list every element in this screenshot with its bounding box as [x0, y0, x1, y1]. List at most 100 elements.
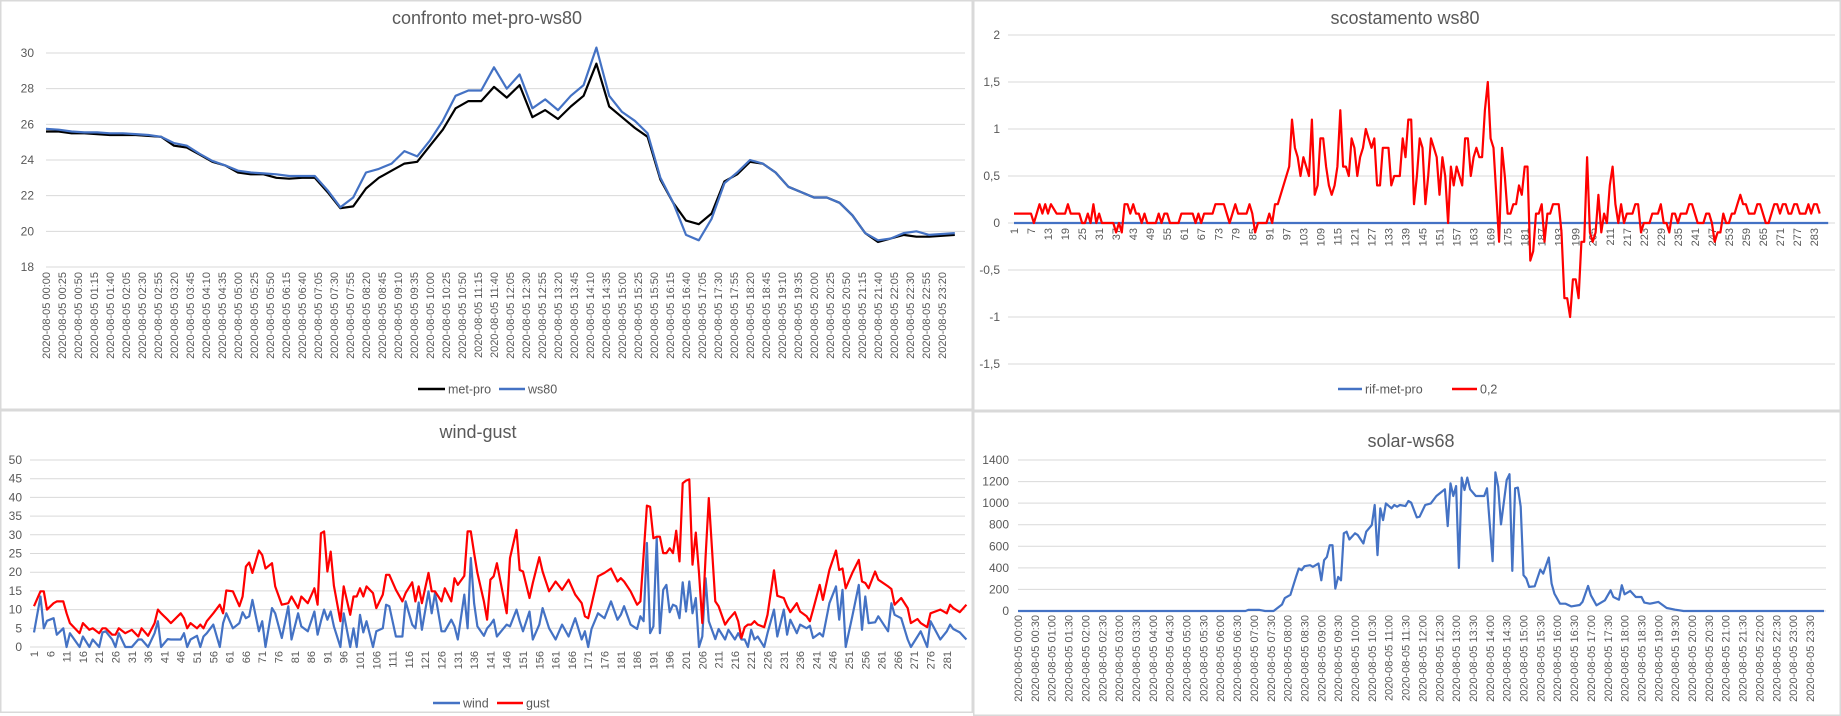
- x-tick-label: 79: [1230, 228, 1242, 240]
- x-tick-label: 211: [714, 651, 726, 669]
- x-tick-label: 111: [388, 651, 400, 668]
- x-tick-label: 2020-08-05 20:00: [809, 272, 821, 359]
- x-tick-label: 67: [1196, 228, 1208, 240]
- series-line-0-2[interactable]: [1014, 80, 1821, 319]
- x-tick-label: 2020-08-05 20:50: [841, 272, 853, 359]
- x-tick-label: 2020-08-05 15:25: [633, 272, 645, 359]
- x-tick-label: 2020-08-05 05:00: [233, 272, 245, 359]
- chart-solar: 1400 1200 1000 800 600 400 200 0 2020-08-05 00:0…: [982, 453, 1826, 702]
- x-tick-label: 2020-08-05 22:30: [905, 272, 917, 359]
- series-line-wind[interactable]: [32, 537, 968, 649]
- chart-title: wind-gust: [438, 422, 516, 442]
- x-tick-label: 37: [1111, 228, 1123, 240]
- x-tick-label: 2020-08-05 05:50: [265, 272, 277, 359]
- x-tick-label: 2020-08-05 07:00: [1249, 615, 1261, 702]
- x-tick-label: 2020-08-05 09:10: [393, 272, 405, 359]
- x-tick-label: 251: [844, 651, 856, 669]
- x-tick-label: 2020-08-05 20:00: [1687, 615, 1699, 702]
- x-tick-label: 181: [616, 651, 628, 669]
- y-tick-label: -1: [989, 310, 1000, 324]
- x-tick-label: 2020-08-05 15:00: [617, 272, 629, 359]
- x-tick-label: 2020-08-05 08:20: [361, 272, 373, 359]
- y-tick-label: 0: [993, 216, 1000, 230]
- x-tick-label: 141: [485, 651, 497, 669]
- x-tick-label: 2020-08-05 16:30: [1569, 615, 1581, 702]
- x-tick-label: 133: [1383, 228, 1395, 246]
- x-tick-label: 41: [159, 651, 171, 663]
- x-tick-label: 115: [1332, 228, 1344, 246]
- x-tick-label: 2020-08-05 09:30: [1333, 615, 1345, 702]
- y-tick-label: 24: [21, 153, 35, 167]
- x-tick-label: 191: [648, 651, 660, 669]
- x-tick-label: 2020-08-05 23:30: [1805, 615, 1817, 702]
- x-tick-label: 136: [469, 651, 481, 669]
- y-tick-label: 5: [15, 621, 22, 635]
- chart-panel-solar[interactable]: [973, 411, 1841, 716]
- legend-wind-gust: wind gust: [433, 697, 550, 711]
- x-tick-label: 2020-08-05 09:00: [1316, 615, 1328, 702]
- x-tick-label: 161: [551, 651, 563, 669]
- x-tick-label: 196: [665, 651, 677, 669]
- chart-panel-wind-gust[interactable]: [0, 410, 973, 713]
- x-tick-label: 2020-08-05 02:05: [121, 272, 133, 359]
- x-tick-label: 2020-08-05 22:00: [1754, 615, 1766, 702]
- x-tick-label: 2020-08-05 17:30: [713, 272, 725, 359]
- chart-panel-scostamento[interactable]: [973, 0, 1841, 411]
- x-tick-label: 145: [1418, 228, 1430, 246]
- x-tick-label: 265: [1758, 228, 1770, 246]
- y-tick-label: 30: [21, 46, 35, 60]
- x-tick-label: 1: [1009, 228, 1021, 234]
- x-tick-label: 236: [795, 651, 807, 669]
- legend-label: gust: [526, 697, 550, 711]
- x-tick-label: 2020-08-05 14:00: [1485, 615, 1497, 702]
- x-tick-label: 169: [1486, 228, 1498, 246]
- y-tick-label: 26: [21, 117, 35, 131]
- x-tick-label: 43: [1128, 228, 1140, 240]
- x-tick-label: 2020-08-05 23:20: [937, 272, 949, 359]
- y-tick-label: 45: [9, 472, 23, 486]
- x-tick-label: 91: [1264, 228, 1276, 240]
- x-tick-label: 2020-08-05 18:45: [761, 272, 773, 359]
- x-tick-label: 226: [763, 651, 775, 669]
- x-tick-label: 235: [1673, 228, 1685, 246]
- x-tick-label: 2020-08-05 12:30: [1434, 615, 1446, 702]
- x-tick-label: 2020-08-05 02:30: [1097, 615, 1109, 702]
- x-tick-label: 2020-08-05 07:55: [345, 272, 357, 359]
- series-line-gust[interactable]: [32, 478, 968, 640]
- x-tick-label: 2020-08-05 09:35: [409, 272, 421, 359]
- y-tick-label: 28: [21, 82, 35, 96]
- chart-scostamento: 21,510,50-0,5-1-1,51 7 13 19 25 31 37 43 49 55 61 6…: [979, 28, 1835, 371]
- chart-panel-confronto[interactable]: [0, 0, 973, 410]
- x-tick-label: 31: [127, 651, 139, 663]
- x-tick-label: 2020-08-05 13:00: [1451, 615, 1463, 702]
- y-tick-label: 30: [9, 528, 23, 542]
- x-tick-label: 2020-08-05 13:30: [1468, 615, 1480, 702]
- x-tick-label: 2020-08-05 06:15: [281, 272, 293, 359]
- series-line-ws80[interactable]: [45, 46, 955, 242]
- x-tick-label: 2020-08-05 10:50: [457, 272, 469, 359]
- legend-label: ws80: [527, 383, 557, 397]
- x-tick-label: 2020-08-05 19:30: [1670, 615, 1682, 702]
- x-tick-label: 46: [176, 651, 188, 663]
- x-tick-label: 25: [1077, 228, 1089, 240]
- x-tick-label: 241: [811, 651, 823, 669]
- x-tick-label: 199: [1571, 228, 1583, 246]
- x-tick-label: 253: [1724, 228, 1736, 246]
- x-tick-label: 2020-08-05 00:30: [1030, 615, 1042, 702]
- x-tick-label: 49: [1145, 228, 1157, 240]
- x-tick-label: 2020-08-05 10:00: [1350, 615, 1362, 702]
- x-tick-label: 131: [453, 651, 465, 669]
- y-tick-label: 18: [21, 260, 35, 274]
- x-tick-label: 13: [1043, 228, 1055, 240]
- x-tick-label: 271: [909, 651, 921, 669]
- chart-confronto: 30 28 26 24 22 20 18 2020-08-05 00:00 2020-08-05…: [21, 46, 965, 359]
- x-tick-label: 2020-08-05 12:30: [521, 272, 533, 359]
- legend-label: wind: [462, 697, 489, 711]
- x-tick-label: 2020-08-05 02:30: [137, 272, 149, 359]
- x-tick-label: 2020-08-05 18:30: [1636, 615, 1648, 702]
- legend-label: met-pro: [448, 383, 491, 397]
- series-line-solar[interactable]: [1018, 471, 1824, 613]
- x-tick-label: 2020-08-05 06:00: [1215, 615, 1227, 702]
- x-tick-label: 139: [1401, 228, 1413, 246]
- legend-scostamento: rif-met-pro 0,2: [1338, 383, 1497, 397]
